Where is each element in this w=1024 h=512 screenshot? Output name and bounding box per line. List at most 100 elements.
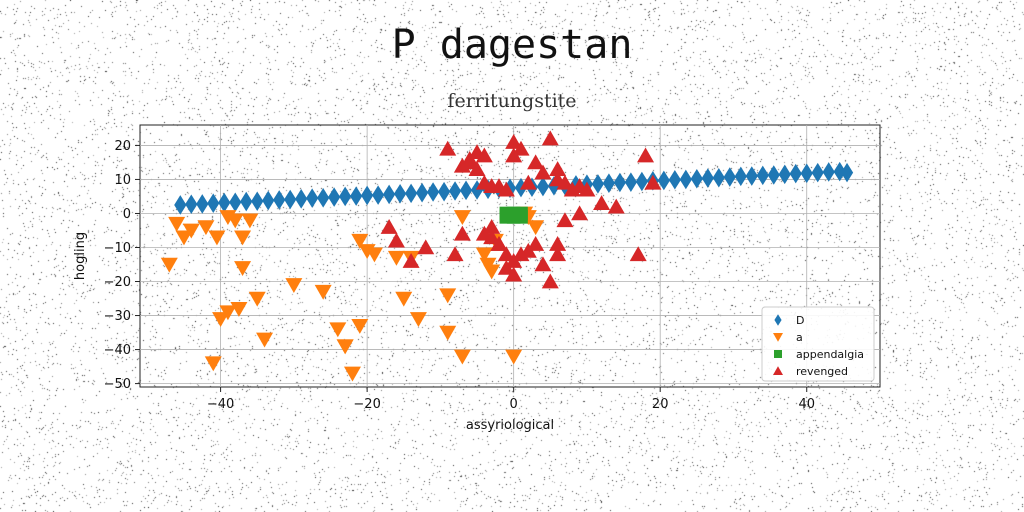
data-point — [395, 291, 413, 307]
data-point — [644, 174, 662, 190]
legend-label: revenged — [796, 365, 848, 378]
data-point — [230, 301, 248, 317]
x-tick-label: −40 — [207, 397, 234, 412]
y-tick-label: −30 — [104, 309, 131, 324]
data-point — [459, 180, 473, 201]
data-point — [541, 273, 559, 289]
data-point — [789, 163, 802, 184]
data-point — [439, 140, 457, 156]
y-tick-label: 20 — [114, 139, 131, 154]
data-point — [182, 223, 200, 239]
data-point — [262, 190, 275, 211]
data-point — [415, 182, 429, 203]
data-point — [591, 174, 605, 194]
data-point — [778, 164, 791, 185]
data-point — [833, 161, 846, 182]
data-point — [745, 166, 758, 186]
data-point — [602, 173, 616, 193]
data-point — [240, 191, 253, 212]
data-point — [734, 166, 747, 187]
data-point — [402, 253, 420, 268]
data-point — [534, 164, 552, 180]
data-point — [505, 266, 523, 282]
data-point — [519, 174, 537, 190]
data-point — [668, 170, 681, 190]
data-point — [840, 162, 854, 183]
data-point — [185, 194, 198, 215]
data-point — [306, 188, 319, 208]
data-point — [637, 147, 655, 163]
data-point — [483, 219, 501, 234]
data-point — [404, 183, 418, 204]
data-point — [527, 236, 545, 251]
data-point — [453, 225, 471, 241]
data-point — [541, 130, 559, 146]
legend-label: D — [796, 314, 804, 327]
data-point — [336, 339, 354, 355]
data-point — [212, 312, 230, 328]
x-tick-label: 20 — [652, 397, 669, 412]
data-point — [822, 162, 835, 182]
data-point — [549, 246, 567, 262]
legend-marker — [773, 333, 783, 342]
data-points — [160, 130, 854, 382]
data-point — [505, 133, 523, 149]
data-point — [534, 256, 552, 272]
data-point — [461, 154, 479, 170]
data-point — [234, 261, 252, 276]
data-point — [208, 230, 226, 246]
legend: Da appendalgia revenged — [761, 306, 875, 382]
data-point — [453, 349, 471, 365]
data-point — [160, 257, 178, 273]
data-point — [448, 181, 462, 201]
data-point — [506, 206, 521, 221]
data-point — [437, 181, 451, 202]
data-point — [361, 185, 374, 206]
data-point — [475, 247, 493, 263]
y-axis-ticks: 20 10 0 −10 −20 −30 −40 −50 — [104, 139, 140, 392]
data-point — [234, 230, 252, 246]
data-point — [767, 165, 780, 185]
series-2 — [499, 206, 528, 224]
data-point — [483, 229, 501, 245]
data-point — [226, 213, 244, 229]
data-point — [593, 195, 611, 211]
data-point — [295, 189, 308, 209]
y-tick-label: −40 — [104, 343, 131, 358]
x-tick-label: −20 — [353, 397, 380, 412]
data-point — [679, 169, 692, 190]
data-point — [285, 278, 303, 293]
data-point — [351, 318, 369, 334]
data-point — [556, 212, 574, 228]
data-point — [351, 233, 369, 249]
legend-label: appendalgia — [796, 348, 864, 361]
data-point — [497, 259, 515, 275]
data-point — [556, 174, 574, 190]
data-point — [536, 176, 550, 197]
plot-area — [139, 124, 881, 388]
data-point — [393, 183, 407, 204]
data-point — [527, 220, 545, 236]
series-3 — [380, 130, 662, 289]
chart-title: ferritungstite — [447, 90, 577, 112]
y-tick-label: −20 — [104, 275, 131, 290]
data-point — [343, 366, 361, 382]
series-0 — [174, 161, 854, 215]
data-point — [453, 210, 471, 225]
data-point — [690, 168, 703, 189]
data-point — [657, 170, 670, 191]
data-point — [439, 325, 457, 341]
data-point — [168, 216, 186, 232]
data-point — [365, 247, 383, 263]
data-point — [624, 172, 638, 192]
data-point — [387, 232, 405, 248]
data-point — [207, 193, 220, 214]
data-point — [756, 165, 769, 186]
data-point — [505, 147, 523, 163]
data-point — [497, 246, 515, 262]
data-point — [519, 242, 537, 258]
data-point — [607, 198, 625, 214]
data-point — [371, 185, 385, 205]
data-point — [314, 284, 332, 300]
